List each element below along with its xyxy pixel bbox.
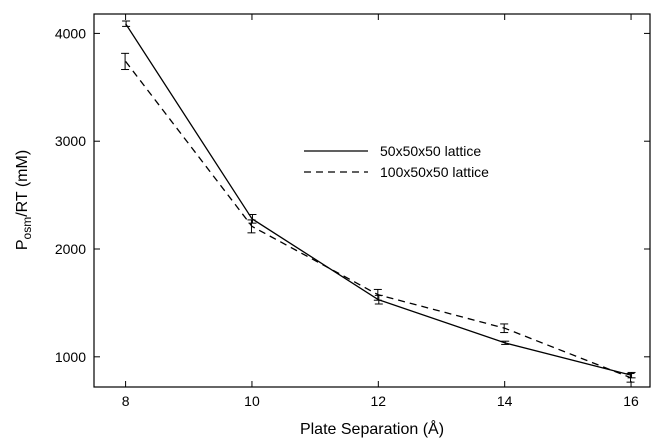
x-tick-label: 10 <box>244 393 260 409</box>
y-tick-label: 2000 <box>55 241 86 257</box>
legend: 50x50x50 lattice 100x50x50 lattice <box>304 143 489 180</box>
y-axis-label: Posm/RT (mM) <box>14 150 34 250</box>
y-tick-label: 4000 <box>55 25 86 41</box>
x-tick-label: 12 <box>371 393 387 409</box>
series-line-1 <box>125 23 632 376</box>
x-tick-label: 16 <box>623 393 639 409</box>
error-bars <box>121 20 636 383</box>
legend-label-100: 100x50x50 lattice <box>380 164 489 180</box>
plot-frame <box>93 13 651 388</box>
x-tick-label: 14 <box>497 393 513 409</box>
y-tick-label: 1000 <box>55 349 86 365</box>
series-line-2 <box>125 61 632 379</box>
x-tick-label: 8 <box>122 393 130 409</box>
series-lines <box>125 23 632 379</box>
legend-label-50: 50x50x50 lattice <box>380 143 481 159</box>
axis-ticks: 8 10 12 14 16 1000 2000 3000 4000 <box>55 14 650 409</box>
x-axis-label: Plate Separation (Å) <box>300 419 444 438</box>
y-tick-label: 3000 <box>55 133 86 149</box>
